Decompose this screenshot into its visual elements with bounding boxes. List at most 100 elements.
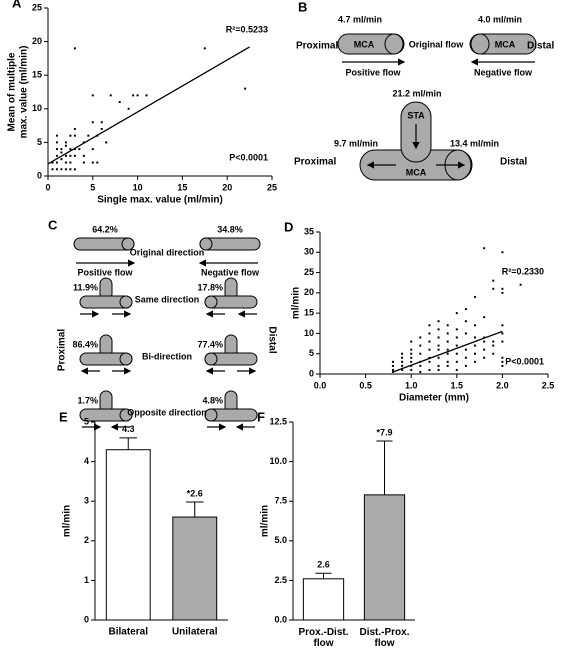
point	[464, 356, 467, 359]
annotation: P<0.0001	[229, 152, 268, 162]
value-label: 2.6	[317, 560, 330, 570]
percent: 4.8%	[202, 395, 223, 405]
point	[483, 340, 486, 343]
label: Original flow	[409, 39, 465, 49]
point	[410, 340, 413, 343]
x-tick-label: Bilateral	[109, 627, 149, 638]
point	[410, 348, 413, 351]
y-tick-label: 20	[304, 287, 314, 297]
point	[437, 336, 440, 339]
point	[401, 356, 404, 359]
annotation: R²=0.2330	[502, 266, 544, 276]
point	[483, 348, 486, 351]
x-tick-label: 15	[177, 182, 187, 192]
x-tick-label: Dist.-Prox. flow	[359, 627, 409, 649]
point	[60, 158, 63, 161]
point	[483, 316, 486, 319]
point	[55, 154, 58, 157]
point	[100, 121, 103, 124]
diagram-c: C 64.2% 34.8% Original direction Positiv…	[48, 217, 277, 431]
point	[474, 336, 477, 339]
x-tick-label: 5	[90, 182, 95, 192]
point	[501, 340, 504, 343]
y-tick-label: 10	[32, 103, 42, 113]
y-tick-label: 7.5	[274, 496, 287, 506]
point	[69, 154, 72, 157]
vessel-end	[121, 237, 135, 251]
panel-label: A	[12, 0, 22, 10]
point	[519, 283, 522, 286]
point	[64, 161, 67, 164]
vessel-end	[199, 237, 213, 251]
point	[132, 94, 135, 97]
label: Bi-direction	[142, 351, 192, 361]
y-tick-label: 25	[32, 2, 42, 12]
point	[410, 356, 413, 359]
vessel-end	[119, 408, 133, 422]
point	[455, 360, 458, 363]
point	[391, 368, 394, 371]
rate: 21.2 ml/min	[392, 88, 441, 98]
y-tick-label: 25	[304, 267, 314, 277]
x-tick-label: 2.5	[542, 380, 555, 390]
point	[446, 324, 449, 327]
value-label: *2.6	[187, 488, 203, 498]
point	[419, 336, 422, 339]
y-axis-label: ml/min	[62, 505, 73, 537]
x-tick-label: 0.5	[359, 380, 372, 390]
panel-label: C	[48, 217, 58, 232]
y-tick-label: 4	[84, 456, 89, 466]
y-tick-label: 10	[304, 328, 314, 338]
x-tick-label-line: Prox.-Dist.	[298, 627, 348, 638]
y-tick-label: 10.0	[269, 456, 287, 466]
label: MCA	[354, 39, 375, 49]
point	[55, 148, 58, 151]
vessel-end	[204, 408, 218, 422]
label: Negative flow	[201, 267, 260, 277]
point	[437, 348, 440, 351]
vessel-end	[204, 352, 218, 366]
percent: 17.8%	[197, 282, 223, 292]
rate: 4.7 ml/min	[338, 14, 382, 24]
point	[437, 328, 440, 331]
point	[437, 344, 440, 347]
point	[446, 360, 449, 363]
trend-line	[47, 46, 250, 165]
percent: 1.7%	[77, 395, 98, 405]
trend-line	[392, 330, 503, 373]
point	[501, 360, 504, 363]
point	[51, 161, 54, 164]
point	[73, 47, 76, 50]
point	[401, 360, 404, 363]
point	[419, 364, 422, 367]
bar	[105, 449, 151, 621]
y-axis-label: Mean of multiple	[7, 52, 18, 131]
point	[55, 161, 58, 164]
label: STA	[407, 110, 425, 120]
point	[410, 352, 413, 355]
point	[96, 161, 99, 164]
point	[464, 332, 467, 335]
vessel-end	[119, 352, 133, 366]
x-tick-label: 1.5	[451, 380, 464, 390]
label: Distal	[266, 326, 277, 353]
point	[419, 344, 422, 347]
point	[136, 94, 139, 97]
point	[501, 356, 504, 359]
point	[464, 364, 467, 367]
y-tick-label: 15	[32, 70, 42, 80]
point	[483, 356, 486, 359]
point	[428, 348, 431, 351]
panel-label: F	[257, 409, 265, 424]
x-axis-label: Diameter (mm)	[399, 393, 469, 404]
point	[87, 134, 90, 137]
percent: 64.2%	[92, 224, 118, 234]
point	[91, 148, 94, 151]
label: Original direction	[130, 247, 205, 257]
error-bar	[315, 572, 332, 579]
point	[474, 352, 477, 355]
y-tick-label: 12.5	[269, 416, 287, 426]
percent: 86.4%	[72, 339, 98, 349]
x-tick-label: 0	[45, 182, 50, 192]
